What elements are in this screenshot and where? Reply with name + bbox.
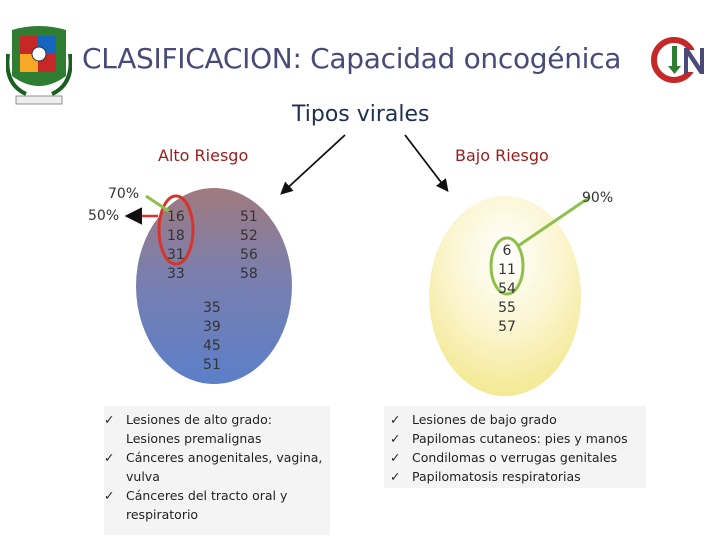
bajo-riesgo-list: ✓ Lesiones de bajo grado ✓ Papilomas cutan… bbox=[384, 406, 646, 488]
checkmark-icon: ✓ bbox=[390, 450, 401, 465]
list-item: ✓ Lesiones de bajo grado bbox=[390, 412, 557, 427]
checkmark-icon: ✓ bbox=[390, 412, 401, 427]
list-item: ✓ Condilomas o verrugas genitales bbox=[390, 450, 618, 465]
arrow-to-bajo bbox=[404, 134, 449, 193]
page-title: CLASIFICACION: Capacidad oncogénica bbox=[82, 42, 622, 75]
hpv-type: 57 bbox=[498, 319, 516, 335]
hpv-type: 51 bbox=[203, 357, 221, 373]
arrow-to-alto bbox=[280, 134, 346, 195]
hpv-type: 56 bbox=[240, 247, 258, 263]
hpv-type: 33 bbox=[167, 266, 185, 282]
list-item: ✓ Papilomas cutaneos: pies y manos bbox=[390, 431, 628, 446]
alto-riesgo-ellipse bbox=[136, 188, 292, 384]
alto-types-col2: 51 52 56 58 bbox=[240, 208, 258, 284]
university-crest-logo bbox=[5, 24, 73, 110]
list-item: ✓ Lesiones de alto grado: Lesiones premal… bbox=[104, 412, 272, 446]
hpv-type: 45 bbox=[203, 338, 221, 354]
hpv-type: 16 bbox=[167, 209, 185, 225]
green-pointer-line-bajo bbox=[517, 195, 591, 248]
checkmark-icon: ✓ bbox=[390, 431, 401, 446]
hpv-type: 35 bbox=[203, 300, 221, 316]
bajo-pct: 90% bbox=[582, 190, 614, 206]
bajo-riesgo-ellipse bbox=[429, 196, 581, 396]
alto-types-col1: 16 18 31 33 bbox=[167, 208, 185, 284]
checkmark-icon: ✓ bbox=[104, 412, 115, 427]
hpv-type: 18 bbox=[167, 228, 185, 244]
alto-pct-left: 50% bbox=[88, 208, 120, 224]
list-item: ✓ Cánceres anogenitales, vagina, vulva bbox=[104, 450, 323, 484]
hpv-type: 39 bbox=[203, 319, 221, 335]
bajo-highlight-ring bbox=[489, 236, 525, 296]
hpv-type: 6 bbox=[502, 243, 512, 259]
alto-pct-top: 70% bbox=[108, 186, 140, 202]
hpv-type: 54 bbox=[498, 281, 516, 297]
hpv-type: 51 bbox=[240, 209, 258, 225]
alto-riesgo-heading: Alto Riesgo bbox=[158, 146, 249, 165]
hpv-type: 52 bbox=[240, 228, 258, 244]
subtitle: Tipos virales bbox=[292, 102, 430, 127]
hpv-type: 55 bbox=[498, 300, 516, 316]
alto-highlight-ring bbox=[157, 194, 195, 266]
list-item: ✓ Papilomatosis respiratorias bbox=[390, 469, 581, 484]
checkmark-icon: ✓ bbox=[390, 469, 401, 484]
bajo-types-col: 6 11 54 55 57 bbox=[496, 242, 518, 337]
list-item: ✓ Cánceres del tracto oral y respiratorio bbox=[104, 488, 288, 522]
checkmark-icon: ✓ bbox=[104, 450, 115, 465]
checkmark-icon: ✓ bbox=[104, 488, 115, 503]
hpv-type: 58 bbox=[240, 266, 258, 282]
hpv-type: 31 bbox=[167, 247, 185, 263]
alto-types-col3: 35 39 45 51 bbox=[203, 299, 221, 375]
cin-logo bbox=[650, 32, 710, 88]
alto-riesgo-list: ✓ Lesiones de alto grado: Lesiones premal… bbox=[104, 406, 330, 535]
green-pointer-line-alto bbox=[145, 194, 171, 214]
hpv-type: 11 bbox=[498, 262, 516, 278]
bajo-riesgo-heading: Bajo Riesgo bbox=[455, 146, 549, 165]
